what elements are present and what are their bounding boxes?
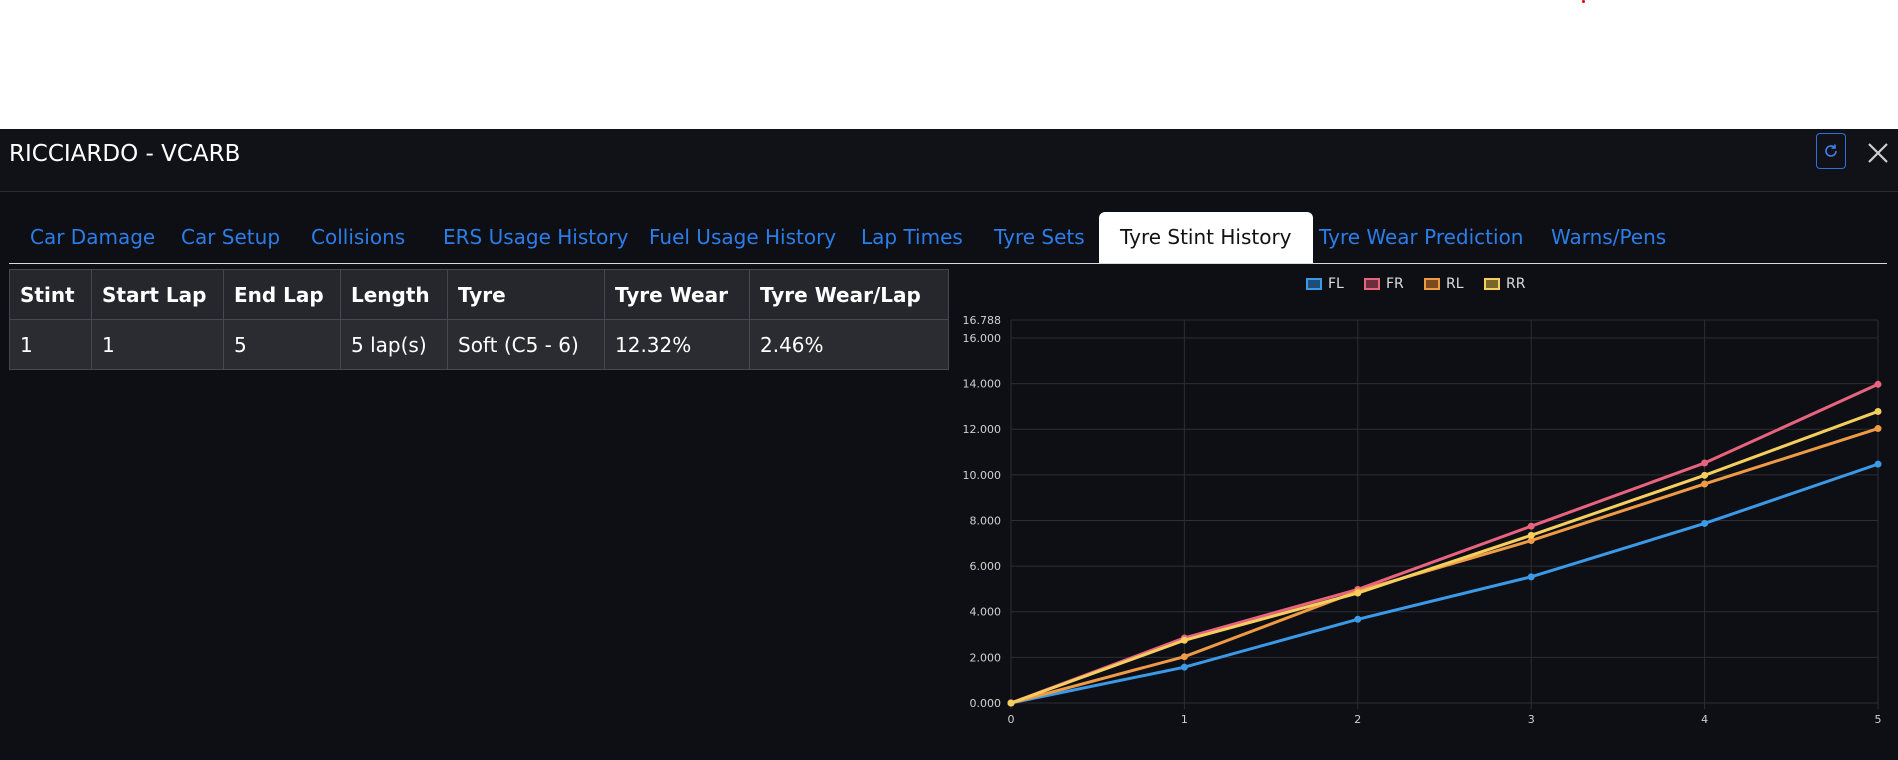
data-point-rr — [1180, 636, 1188, 644]
series-line-fl — [1010, 462, 1879, 705]
tab-collisions[interactable]: Collisions — [311, 225, 406, 249]
close-button[interactable] — [1865, 140, 1891, 166]
x-tick-label: 4 — [1701, 713, 1708, 726]
y-tick-label: 16.788 — [963, 314, 1002, 327]
y-tick-label: 4.000 — [970, 606, 1002, 619]
data-point-fl — [1527, 573, 1535, 581]
legend-item-rl[interactable]: RL — [1424, 276, 1464, 292]
series-line-fr — [1010, 382, 1879, 705]
data-point-fr — [1527, 522, 1535, 530]
data-point-fr — [1874, 380, 1882, 388]
stint-table: Stint Start Lap End Lap Length Tyre Tyre… — [9, 269, 949, 370]
column-header: End Lap — [223, 269, 341, 320]
tab-bar: Car Damage Car Setup Collisions ERS Usag… — [9, 212, 1887, 264]
y-tick-label: 10.000 — [963, 469, 1002, 482]
data-point-fl — [1354, 615, 1362, 623]
driver-modal: RICCIARDO - VCARB Car Damage Car Setup C… — [0, 129, 1898, 760]
table-cell: 5 — [223, 319, 341, 370]
legend-swatch-icon — [1364, 278, 1380, 290]
x-tick-label: 5 — [1875, 713, 1882, 726]
refresh-button[interactable] — [1816, 133, 1846, 169]
tab-warns-pens[interactable]: Warns/Pens — [1551, 225, 1667, 249]
tab-tyre-sets[interactable]: Tyre Sets — [994, 225, 1085, 249]
legend-label: FR — [1386, 276, 1404, 292]
x-tick-label: 0 — [1008, 713, 1015, 726]
red-dot-marker — [1582, 0, 1585, 3]
tab-fuel-usage-history[interactable]: Fuel Usage History — [649, 225, 837, 249]
column-header: Tyre Wear/Lap — [749, 269, 949, 320]
x-tick-label: 3 — [1528, 713, 1535, 726]
table-cell: 2.46% — [749, 319, 949, 370]
data-point-rr — [1354, 589, 1362, 597]
y-tick-label: 0.000 — [970, 697, 1002, 710]
table-cell: 1 — [9, 319, 92, 370]
x-tick-label: 1 — [1181, 713, 1188, 726]
table-cell: Soft (C5 - 6) — [447, 319, 605, 370]
data-point-rl — [1874, 425, 1882, 433]
column-header: Length — [340, 269, 448, 320]
y-tick-label: 12.000 — [963, 423, 1002, 436]
table-cell: 1 — [91, 319, 224, 370]
tab-car-damage[interactable]: Car Damage — [30, 225, 156, 249]
data-point-rr — [1874, 407, 1882, 415]
data-point-rl — [1180, 653, 1188, 661]
column-header: Stint — [9, 269, 92, 320]
x-tick-label: 2 — [1354, 713, 1361, 726]
y-tick-label: 14.000 — [963, 378, 1002, 391]
tab-lap-times[interactable]: Lap Times — [861, 225, 963, 249]
data-point-rl — [1701, 480, 1709, 488]
tab-car-setup[interactable]: Car Setup — [181, 225, 281, 249]
legend-item-fl[interactable]: FL — [1306, 276, 1344, 292]
y-tick-label: 8.000 — [970, 514, 1002, 527]
series-line-rl — [1010, 427, 1879, 705]
column-header: Tyre Wear — [604, 269, 750, 320]
modal-header: RICCIARDO - VCARB — [0, 129, 1898, 192]
close-icon — [1868, 143, 1888, 163]
data-point-rr — [1007, 699, 1015, 707]
table-row: 1 1 5 5 lap(s) Soft (C5 - 6) 12.32% 2.46… — [9, 319, 949, 370]
legend-swatch-icon — [1484, 278, 1500, 290]
data-point-fl — [1701, 519, 1709, 527]
y-tick-label: 2.000 — [970, 651, 1002, 664]
series-line-rr — [1010, 410, 1879, 705]
legend-label: RL — [1446, 276, 1464, 292]
data-point-fr — [1701, 459, 1709, 467]
y-tick-label: 6.000 — [970, 560, 1002, 573]
column-header: Tyre — [447, 269, 605, 320]
data-point-fl — [1874, 460, 1882, 468]
tab-ers-usage-history[interactable]: ERS Usage History — [443, 225, 629, 249]
tab-tyre-wear-prediction[interactable]: Tyre Wear Prediction — [1319, 225, 1524, 249]
data-point-rr — [1701, 471, 1709, 479]
refresh-icon — [1825, 144, 1837, 157]
legend-item-fr[interactable]: FR — [1364, 276, 1404, 292]
tyre-wear-chart: 16.78816.00014.00012.00010.0008.0006.000… — [963, 314, 1882, 726]
legend-item-rr[interactable]: RR — [1484, 276, 1525, 292]
data-point-rr — [1527, 531, 1535, 539]
y-tick-label: 16.000 — [963, 332, 1002, 345]
table-cell: 12.32% — [604, 319, 750, 370]
page-title: RICCIARDO - VCARB — [9, 141, 241, 167]
tab-tyre-stint-history[interactable]: Tyre Stint History — [1099, 212, 1313, 263]
data-point-fl — [1180, 663, 1188, 671]
legend-swatch-icon — [1306, 278, 1322, 290]
legend-label: RR — [1506, 276, 1526, 292]
legend-swatch-icon — [1424, 278, 1440, 290]
table-header-row: Stint Start Lap End Lap Length Tyre Tyre… — [9, 269, 949, 320]
legend-label: FL — [1328, 276, 1344, 292]
table-cell: 5 lap(s) — [340, 319, 448, 370]
column-header: Start Lap — [91, 269, 224, 320]
